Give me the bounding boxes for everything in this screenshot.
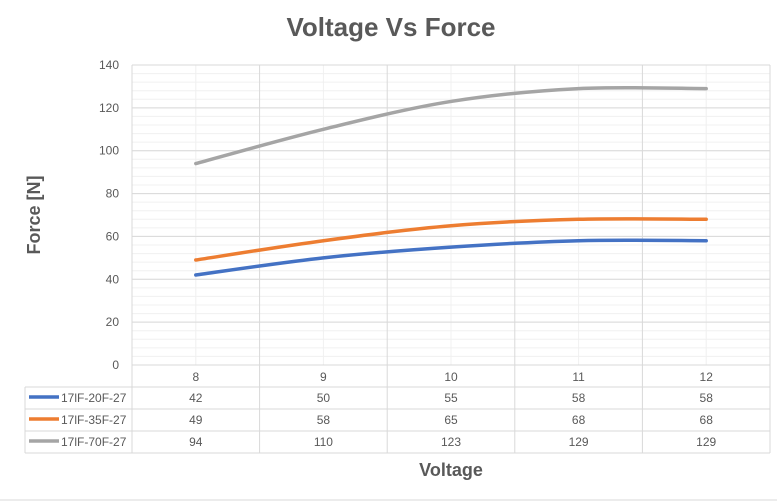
x-tick-label: 8	[192, 370, 199, 384]
data-table-value: 42	[189, 391, 203, 405]
data-table-value: 94	[189, 435, 203, 449]
series-line	[194, 238, 708, 277]
x-tick-label: 10	[444, 370, 458, 384]
y-tick-label: 140	[99, 58, 119, 72]
data-table-value: 129	[569, 435, 589, 449]
x-tick-label: 11	[572, 370, 585, 384]
series-line	[194, 217, 708, 262]
x-axis-label: Voltage	[419, 460, 483, 480]
legend-entry: 17lF-70F-27	[61, 435, 127, 449]
data-table-value: 50	[317, 391, 331, 405]
y-tick-label: 120	[99, 101, 119, 115]
series-line	[194, 85, 708, 166]
y-tick-label: 80	[106, 187, 120, 201]
data-table-value: 58	[572, 391, 586, 405]
y-tick-label: 20	[106, 315, 120, 329]
x-tick-label: 9	[320, 370, 327, 384]
x-tick-label: 12	[700, 370, 714, 384]
data-table-value: 49	[189, 413, 203, 427]
data-table-value: 129	[696, 435, 716, 449]
legend-entry: 17lF-35F-27	[61, 413, 127, 427]
data-table-value: 65	[444, 413, 458, 427]
data-table-value: 55	[444, 391, 458, 405]
chart-title: Voltage Vs Force	[286, 12, 495, 42]
y-tick-label: 60	[106, 229, 120, 243]
data-table-value: 123	[441, 435, 461, 449]
y-axis-label: Force [N]	[24, 175, 44, 254]
data-table-value: 58	[317, 413, 331, 427]
data-table-value: 58	[700, 391, 714, 405]
legend-entry: 17lF-20F-27	[61, 391, 127, 405]
data-table-value: 68	[700, 413, 714, 427]
data-table-value: 68	[572, 413, 586, 427]
y-tick-label: 40	[106, 272, 120, 286]
y-tick-label: 0	[112, 358, 119, 372]
data-table-value: 110	[314, 435, 333, 449]
y-tick-label: 100	[99, 144, 119, 158]
